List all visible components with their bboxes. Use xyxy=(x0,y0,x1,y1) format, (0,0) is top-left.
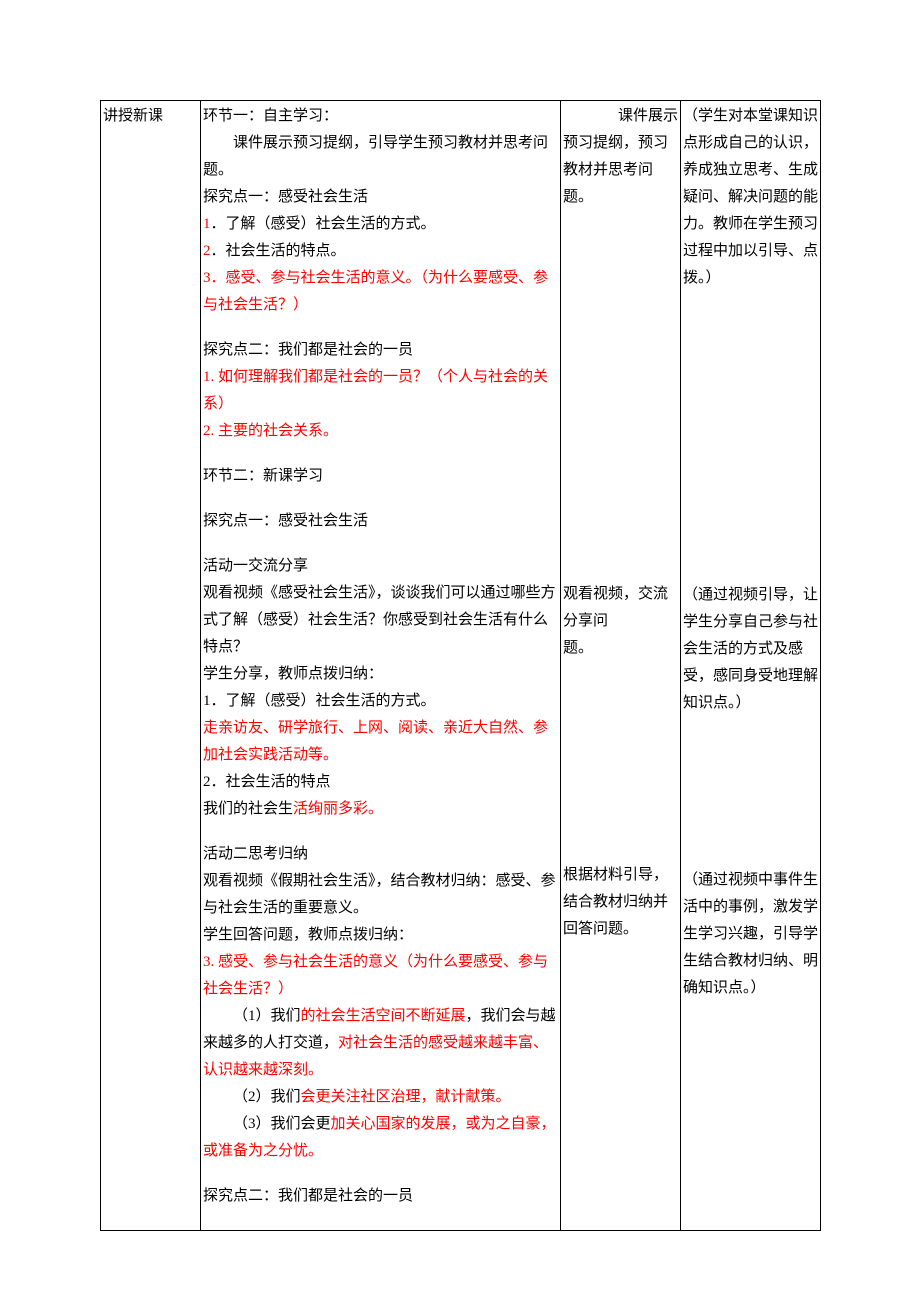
activity-1-item-1: 1．了解（感受）社会生活的方式。 xyxy=(203,688,558,715)
point-2-item-1: 1. 如何理解我们都是社会的一员？（个人与社会的关系） xyxy=(203,364,558,418)
section-1: 环节一：自主学习： 课件展示预习提纲，引导学生预习教材并思考问题。 探究点一：感… xyxy=(203,103,558,319)
point-1-item-2: 2．社会生活的特点。 xyxy=(203,238,558,265)
cell-design-intent: （学生对本堂课知识点形成自己的认识，养成独立思考、生成疑问、解决问题的能力。教师… xyxy=(681,101,821,1231)
intent-1: （学生对本堂课知识点形成自己的认识，养成独立思考、生成疑问、解决问题的能力。教师… xyxy=(683,103,818,292)
note-1-rest: 预习提纲，预习教材并思考问题。 xyxy=(563,130,678,211)
cell-content: 环节一：自主学习： 课件展示预习提纲，引导学生预习教材并思考问题。 探究点一：感… xyxy=(201,101,561,1231)
note-3: 根据材料引导，结合教材归纳并回答问题。 xyxy=(563,862,678,943)
stage-title: 讲授新课 xyxy=(103,108,163,124)
point-2: 探究点二：我们都是社会的一员 1. 如何理解我们都是社会的一员？（个人与社会的关… xyxy=(203,337,558,445)
activity-2-r1: （1）我们的社会生活空间不断延展，我们会与越来越多的人打交道，对社会生活的感受越… xyxy=(203,1003,558,1084)
note-2b: 题。 xyxy=(563,635,678,662)
section-1-title: 环节一：自主学习： xyxy=(203,103,558,130)
point-3-title: 探究点一：感受社会生活 xyxy=(203,508,558,535)
lesson-table: 讲授新课 环节一：自主学习： 课件展示预习提纲，引导学生预习教材并思考问题。 探… xyxy=(100,100,821,1231)
num: 3 xyxy=(203,270,211,286)
cell-stage: 讲授新课 xyxy=(101,101,201,1231)
activity-1-item-2: 2．社会生活的特点 xyxy=(203,769,558,796)
txt: ．了解（感受）社会生活的方式。 xyxy=(211,693,436,709)
activity-1-item-1-ans: 走亲访友、研学旅行、上网、阅读、亲近大自然、参加社会实践活动等。 xyxy=(203,715,558,769)
note-2: 观看视频，交流分享问 xyxy=(563,581,678,635)
activity-1: 活动一交流分享 观看视频《感受社会生活》，谈谈我们可以通过哪些方式了解（感受）社… xyxy=(203,553,558,823)
spacer xyxy=(563,211,678,581)
b: 会更关注社区治理，献计献策。 xyxy=(301,1089,511,1105)
txt: ．了解（感受）社会生活的方式。 xyxy=(211,216,436,232)
activity-2-ans: 学生回答问题，教师点拨归纳： xyxy=(203,922,558,949)
num: 2 xyxy=(203,774,211,790)
num: 1 xyxy=(203,693,211,709)
intent-2: （通过视频引导，让学生分享自己参与社会生活的方式及感受，感同身受地理解知识点。） xyxy=(683,582,818,717)
activity-2: 活动二思考归纳 观看视频《假期社会生活》，结合教材归纳：感受、参与社会生活的重要… xyxy=(203,841,558,1165)
a: 我们的社会生 xyxy=(203,801,293,817)
point-4-title: 探究点二：我们都是社会的一员 xyxy=(203,1183,558,1210)
activity-2-r2: （2）我们会更关注社区治理，献计献策。 xyxy=(203,1084,558,1111)
a: （3）我们会更 xyxy=(233,1116,331,1132)
num: 2 xyxy=(203,243,211,259)
activity-2-title: 活动二思考归纳 xyxy=(203,841,558,868)
point-1-item-1: 1．了解（感受）社会生活的方式。 xyxy=(203,211,558,238)
point-1-item-3: 3．感受、参与社会生活的意义。（为什么要感受、参与社会生活？） xyxy=(203,265,558,319)
table-row: 讲授新课 环节一：自主学习： 课件展示预习提纲，引导学生预习教材并思考问题。 探… xyxy=(101,101,821,1231)
b: 活绚丽多彩。 xyxy=(293,801,383,817)
cell-student-activity: 课件展示 预习提纲，预习教材并思考问题。 观看视频，交流分享问 题。 根据材料引… xyxy=(561,101,681,1231)
a: （1）我们 xyxy=(233,1008,301,1024)
point-2-item-2: 2. 主要的社会关系。 xyxy=(203,418,558,445)
point-2-title: 探究点二：我们都是社会的一员 xyxy=(203,337,558,364)
activity-1-share: 学生分享，教师点拨归纳： xyxy=(203,661,558,688)
spacer xyxy=(683,717,818,867)
activity-2-body: 观看视频《假期社会生活》，结合教材归纳：感受、参与社会生活的重要意义。 xyxy=(203,868,558,922)
txt: ．感受、参与社会生活的意义。（为什么要感受、参与社会生活？） xyxy=(203,270,548,313)
b: 的社会生活空间不断延展 xyxy=(301,1008,466,1024)
section-1-intro: 课件展示预习提纲，引导学生预习教材并思考问题。 xyxy=(203,130,558,184)
point-1-title: 探究点一：感受社会生活 xyxy=(203,184,558,211)
spacer xyxy=(563,662,678,862)
intent-3: （通过视频中事件生活中的事例，激发学生学习兴趣，引导学生结合教材归纳、明确知识点… xyxy=(683,867,818,1002)
activity-1-title: 活动一交流分享 xyxy=(203,553,558,580)
txt: ．社会生活的特点。 xyxy=(211,243,346,259)
spacer xyxy=(683,292,818,582)
note-1-lead: 课件展示 xyxy=(563,103,678,130)
section-2-title: 环节二：新课学习 xyxy=(203,463,558,490)
num: 1 xyxy=(203,216,211,232)
activity-1-item-2-ans: 我们的社会生活绚丽多彩。 xyxy=(203,796,558,823)
activity-1-body: 观看视频《感受社会生活》，谈谈我们可以通过哪些方式了解（感受）社会生活？你感受到… xyxy=(203,580,558,661)
txt: ．社会生活的特点 xyxy=(211,774,331,790)
activity-2-q: 3. 感受、参与社会生活的意义（为什么要感受、参与社会生活？） xyxy=(203,949,558,1003)
activity-2-r3: （3）我们会更加关心国家的发展，或为之自豪，或准备为之分忧。 xyxy=(203,1111,558,1165)
a: （2）我们 xyxy=(233,1089,301,1105)
